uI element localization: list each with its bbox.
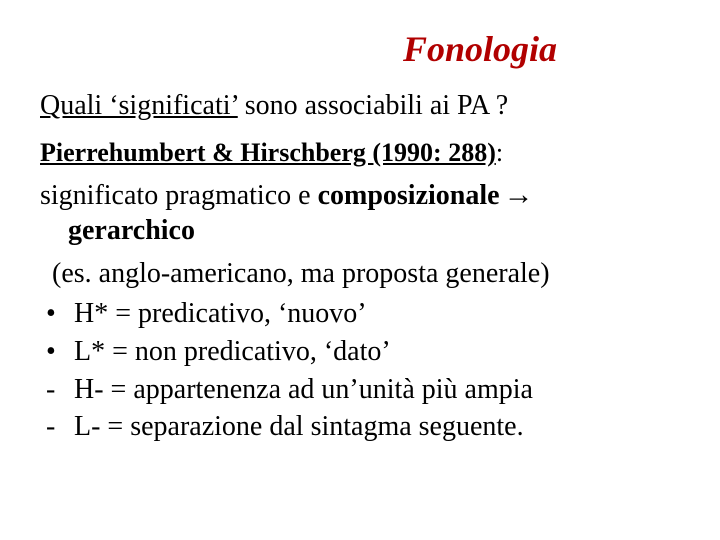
slide: Fonologia Quali ‘significati’ sono assoc… [0, 0, 720, 540]
meaning-plain: significato pragmatico e [40, 180, 318, 211]
list-item-text: L* = non predicativo, ‘dato’ [74, 333, 680, 371]
list-item-text: H* = predicativo, ‘nuovo’ [74, 295, 680, 333]
list-item-text: H- = appartenenza ad un’unità più ampia [74, 371, 680, 409]
note-line: (es. anglo-americano, ma proposta genera… [40, 256, 680, 291]
list-item: - L- = separazione dal sintagma seguente… [40, 408, 680, 446]
list-item-text: L- = separazione dal sintagma seguente. [74, 408, 680, 446]
bullet-icon: • [40, 333, 74, 371]
list-item: • L* = non predicativo, ‘dato’ [40, 333, 680, 371]
items-list: • H* = predicativo, ‘nuovo’ • L* = non p… [40, 295, 680, 446]
list-item: • H* = predicativo, ‘nuovo’ [40, 295, 680, 333]
question-lead: Quali ‘significati’ [40, 90, 238, 121]
meaning-bold-2: gerarchico [40, 213, 680, 248]
bullet-icon: - [40, 408, 74, 446]
meaning-line: significato pragmatico e composizionale→… [40, 176, 680, 249]
reference-suffix: : [496, 138, 503, 167]
question-rest: sono associabili ai PA ? [238, 90, 508, 121]
reference-authors: Pierrehumbert & Hirschberg (1990: 288) [40, 138, 496, 167]
meaning-bold-1: composizionale [318, 180, 500, 211]
list-item: - H- = appartenenza ad un’unità più ampi… [40, 371, 680, 409]
bullet-icon: - [40, 371, 74, 409]
arrow-icon: → [500, 178, 534, 211]
reference-line: Pierrehumbert & Hirschberg (1990: 288): [40, 137, 680, 170]
slide-title: Fonologia [40, 28, 680, 70]
bullet-icon: • [40, 295, 74, 333]
slide-question: Quali ‘significati’ sono associabili ai … [40, 88, 680, 123]
